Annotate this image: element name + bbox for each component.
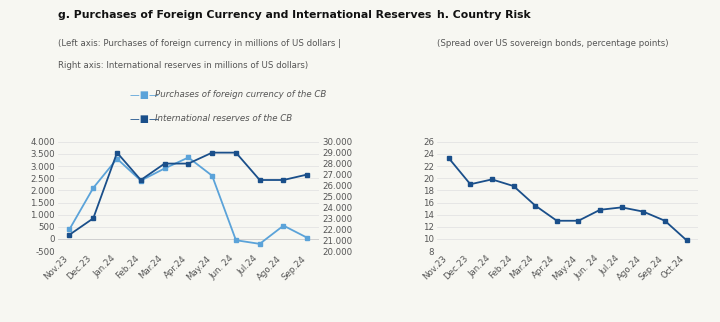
Text: International reserves of the CB: International reserves of the CB: [155, 114, 292, 123]
Text: (Left axis: Purchases of foreign currency in millions of US dollars |: (Left axis: Purchases of foreign currenc…: [58, 39, 341, 48]
Text: Right axis: International reserves in millions of US dollars): Right axis: International reserves in mi…: [58, 61, 307, 70]
Text: —■—: —■—: [130, 90, 165, 100]
Text: g. Purchases of Foreign Currency and International Reserves: g. Purchases of Foreign Currency and Int…: [58, 10, 431, 20]
Text: (Spread over US sovereign bonds, percentage points): (Spread over US sovereign bonds, percent…: [437, 39, 668, 48]
Text: —■—: —■—: [130, 114, 165, 124]
Text: Purchases of foreign currency of the CB: Purchases of foreign currency of the CB: [155, 90, 326, 99]
Text: h. Country Risk: h. Country Risk: [437, 10, 531, 20]
